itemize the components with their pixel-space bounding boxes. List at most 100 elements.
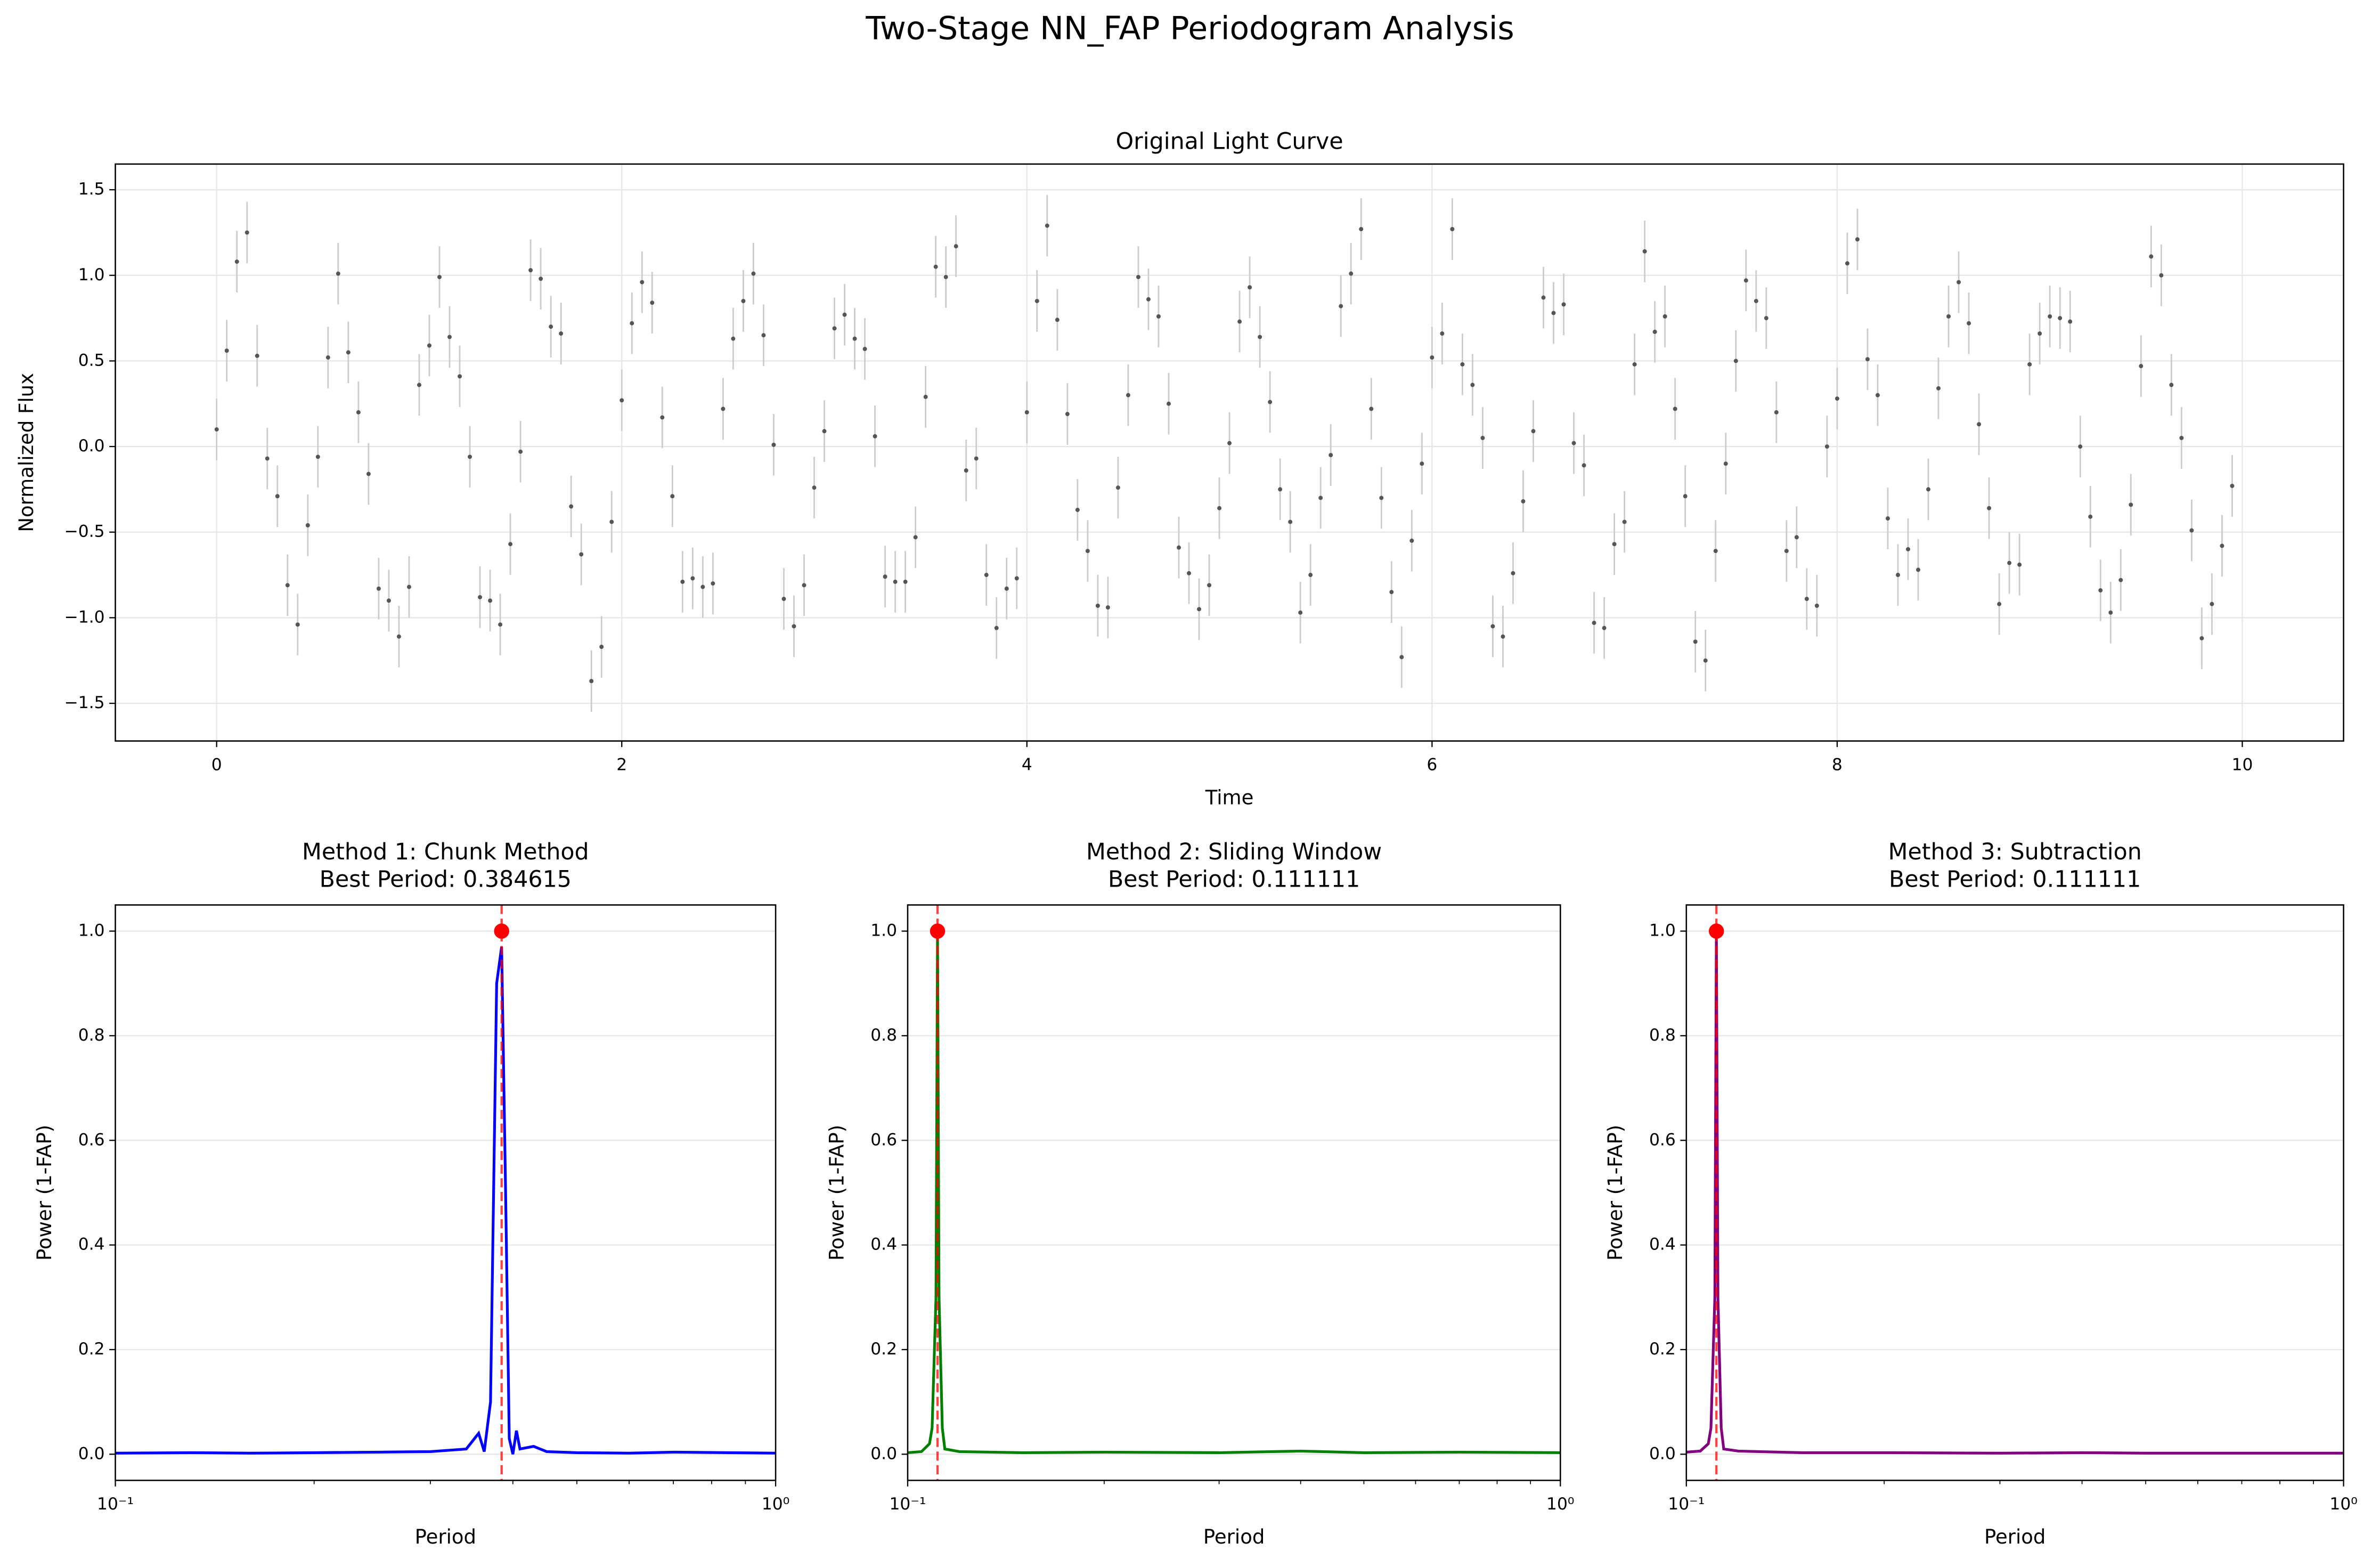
data-point: [508, 542, 513, 547]
data-point: [356, 410, 361, 415]
data-point: [336, 271, 340, 276]
data-point: [1156, 314, 1161, 319]
periodogram-line: [115, 946, 776, 1455]
data-point: [741, 298, 746, 303]
y-tick-label: 0.2: [1649, 1339, 1676, 1359]
data-point: [1551, 311, 1556, 315]
data-point: [1328, 453, 1333, 458]
plot-area: [115, 905, 776, 1481]
data-point: [1622, 519, 1627, 524]
data-point: [1217, 506, 1222, 510]
data-point: [559, 331, 564, 336]
x-axis-label: Period: [415, 1525, 476, 1548]
subplot-subtitle: Best Period: 0.111111: [1108, 866, 1360, 892]
data-point: [498, 622, 503, 627]
data-point: [1946, 314, 1951, 319]
subplot-title: Method 2: Sliding Window: [1086, 839, 1382, 865]
data-point: [468, 454, 472, 459]
data-point: [396, 634, 401, 639]
y-tick-label: 0.6: [78, 1130, 105, 1149]
data-point: [1521, 499, 1526, 504]
data-point: [984, 573, 989, 578]
data-point: [528, 268, 533, 273]
data-point: [1126, 393, 1130, 397]
subplot-title: Method 1: Chunk Method: [302, 839, 589, 865]
data-point: [1885, 516, 1890, 521]
x-tick-label: 10⁻¹: [1668, 1495, 1705, 1514]
data-point: [1004, 586, 1009, 591]
data-point: [2068, 319, 2073, 324]
data-point: [1703, 658, 1708, 663]
data-point: [285, 583, 290, 588]
data-point: [1733, 359, 1738, 363]
data-point: [539, 277, 543, 281]
data-point: [1501, 634, 1505, 639]
data-point: [2058, 316, 2063, 321]
data-point: [1389, 590, 1394, 595]
data-point: [2108, 610, 2113, 615]
data-point: [1977, 422, 1982, 427]
data-point: [903, 579, 908, 584]
y-tick-label: 0.6: [1649, 1130, 1676, 1149]
data-point: [1369, 407, 1374, 411]
data-point: [2007, 561, 2012, 565]
data-point: [1359, 227, 1364, 231]
data-point: [964, 468, 968, 473]
data-point: [1146, 297, 1151, 302]
data-point: [1855, 237, 1860, 242]
data-point: [2169, 383, 2174, 387]
data-point: [518, 449, 523, 454]
subplot-title: Method 3: Subtraction: [1888, 839, 2142, 865]
data-point: [1926, 487, 1931, 492]
x-tick-label: 10⁻¹: [97, 1495, 134, 1514]
data-point: [1207, 583, 1212, 588]
data-point: [893, 579, 898, 584]
data-point: [478, 595, 483, 599]
data-point: [994, 626, 999, 630]
best-point: [1708, 923, 1724, 939]
data-point: [488, 598, 493, 603]
data-point: [771, 442, 776, 447]
x-axis-label: Time: [1205, 786, 1254, 809]
data-point: [1531, 429, 1536, 434]
axes-frame: [1685, 904, 2344, 1481]
data-point: [1784, 549, 1789, 554]
data-point: [2027, 362, 2032, 367]
x-tick-label: 8: [1832, 755, 1843, 774]
data-point: [376, 586, 381, 591]
data-point: [1774, 410, 1779, 415]
data-point: [1248, 285, 1252, 290]
data-point: [1409, 538, 1414, 543]
y-tick-label: −1.0: [64, 607, 105, 627]
data-point: [1258, 335, 1262, 339]
x-axis-label: Period: [1984, 1525, 2045, 1548]
data-point: [1115, 485, 1120, 490]
data-point: [751, 271, 756, 276]
data-point: [1278, 487, 1283, 492]
data-point: [923, 394, 928, 399]
data-point: [275, 494, 280, 499]
y-tick-label: 1.0: [870, 921, 897, 940]
data-point: [406, 584, 411, 589]
data-point: [781, 597, 786, 602]
data-point: [1045, 223, 1049, 228]
data-point: [620, 398, 624, 403]
data-point: [609, 519, 614, 524]
data-point: [214, 427, 219, 432]
data-point: [721, 407, 726, 411]
data-point: [1034, 298, 1039, 303]
data-point: [953, 244, 958, 249]
data-point: [1105, 605, 1110, 610]
data-point: [1987, 506, 1992, 510]
y-axis-label: Power (1-FAP): [1604, 1125, 1627, 1261]
data-point: [2098, 588, 2103, 592]
data-point: [2159, 273, 2164, 278]
data-point: [1399, 655, 1404, 660]
axes-frame: [907, 904, 1561, 1481]
data-point: [549, 324, 553, 329]
data-point: [2189, 528, 2194, 533]
data-point: [2149, 254, 2154, 259]
data-point: [599, 645, 604, 649]
y-tick-label: 1.0: [78, 265, 105, 285]
